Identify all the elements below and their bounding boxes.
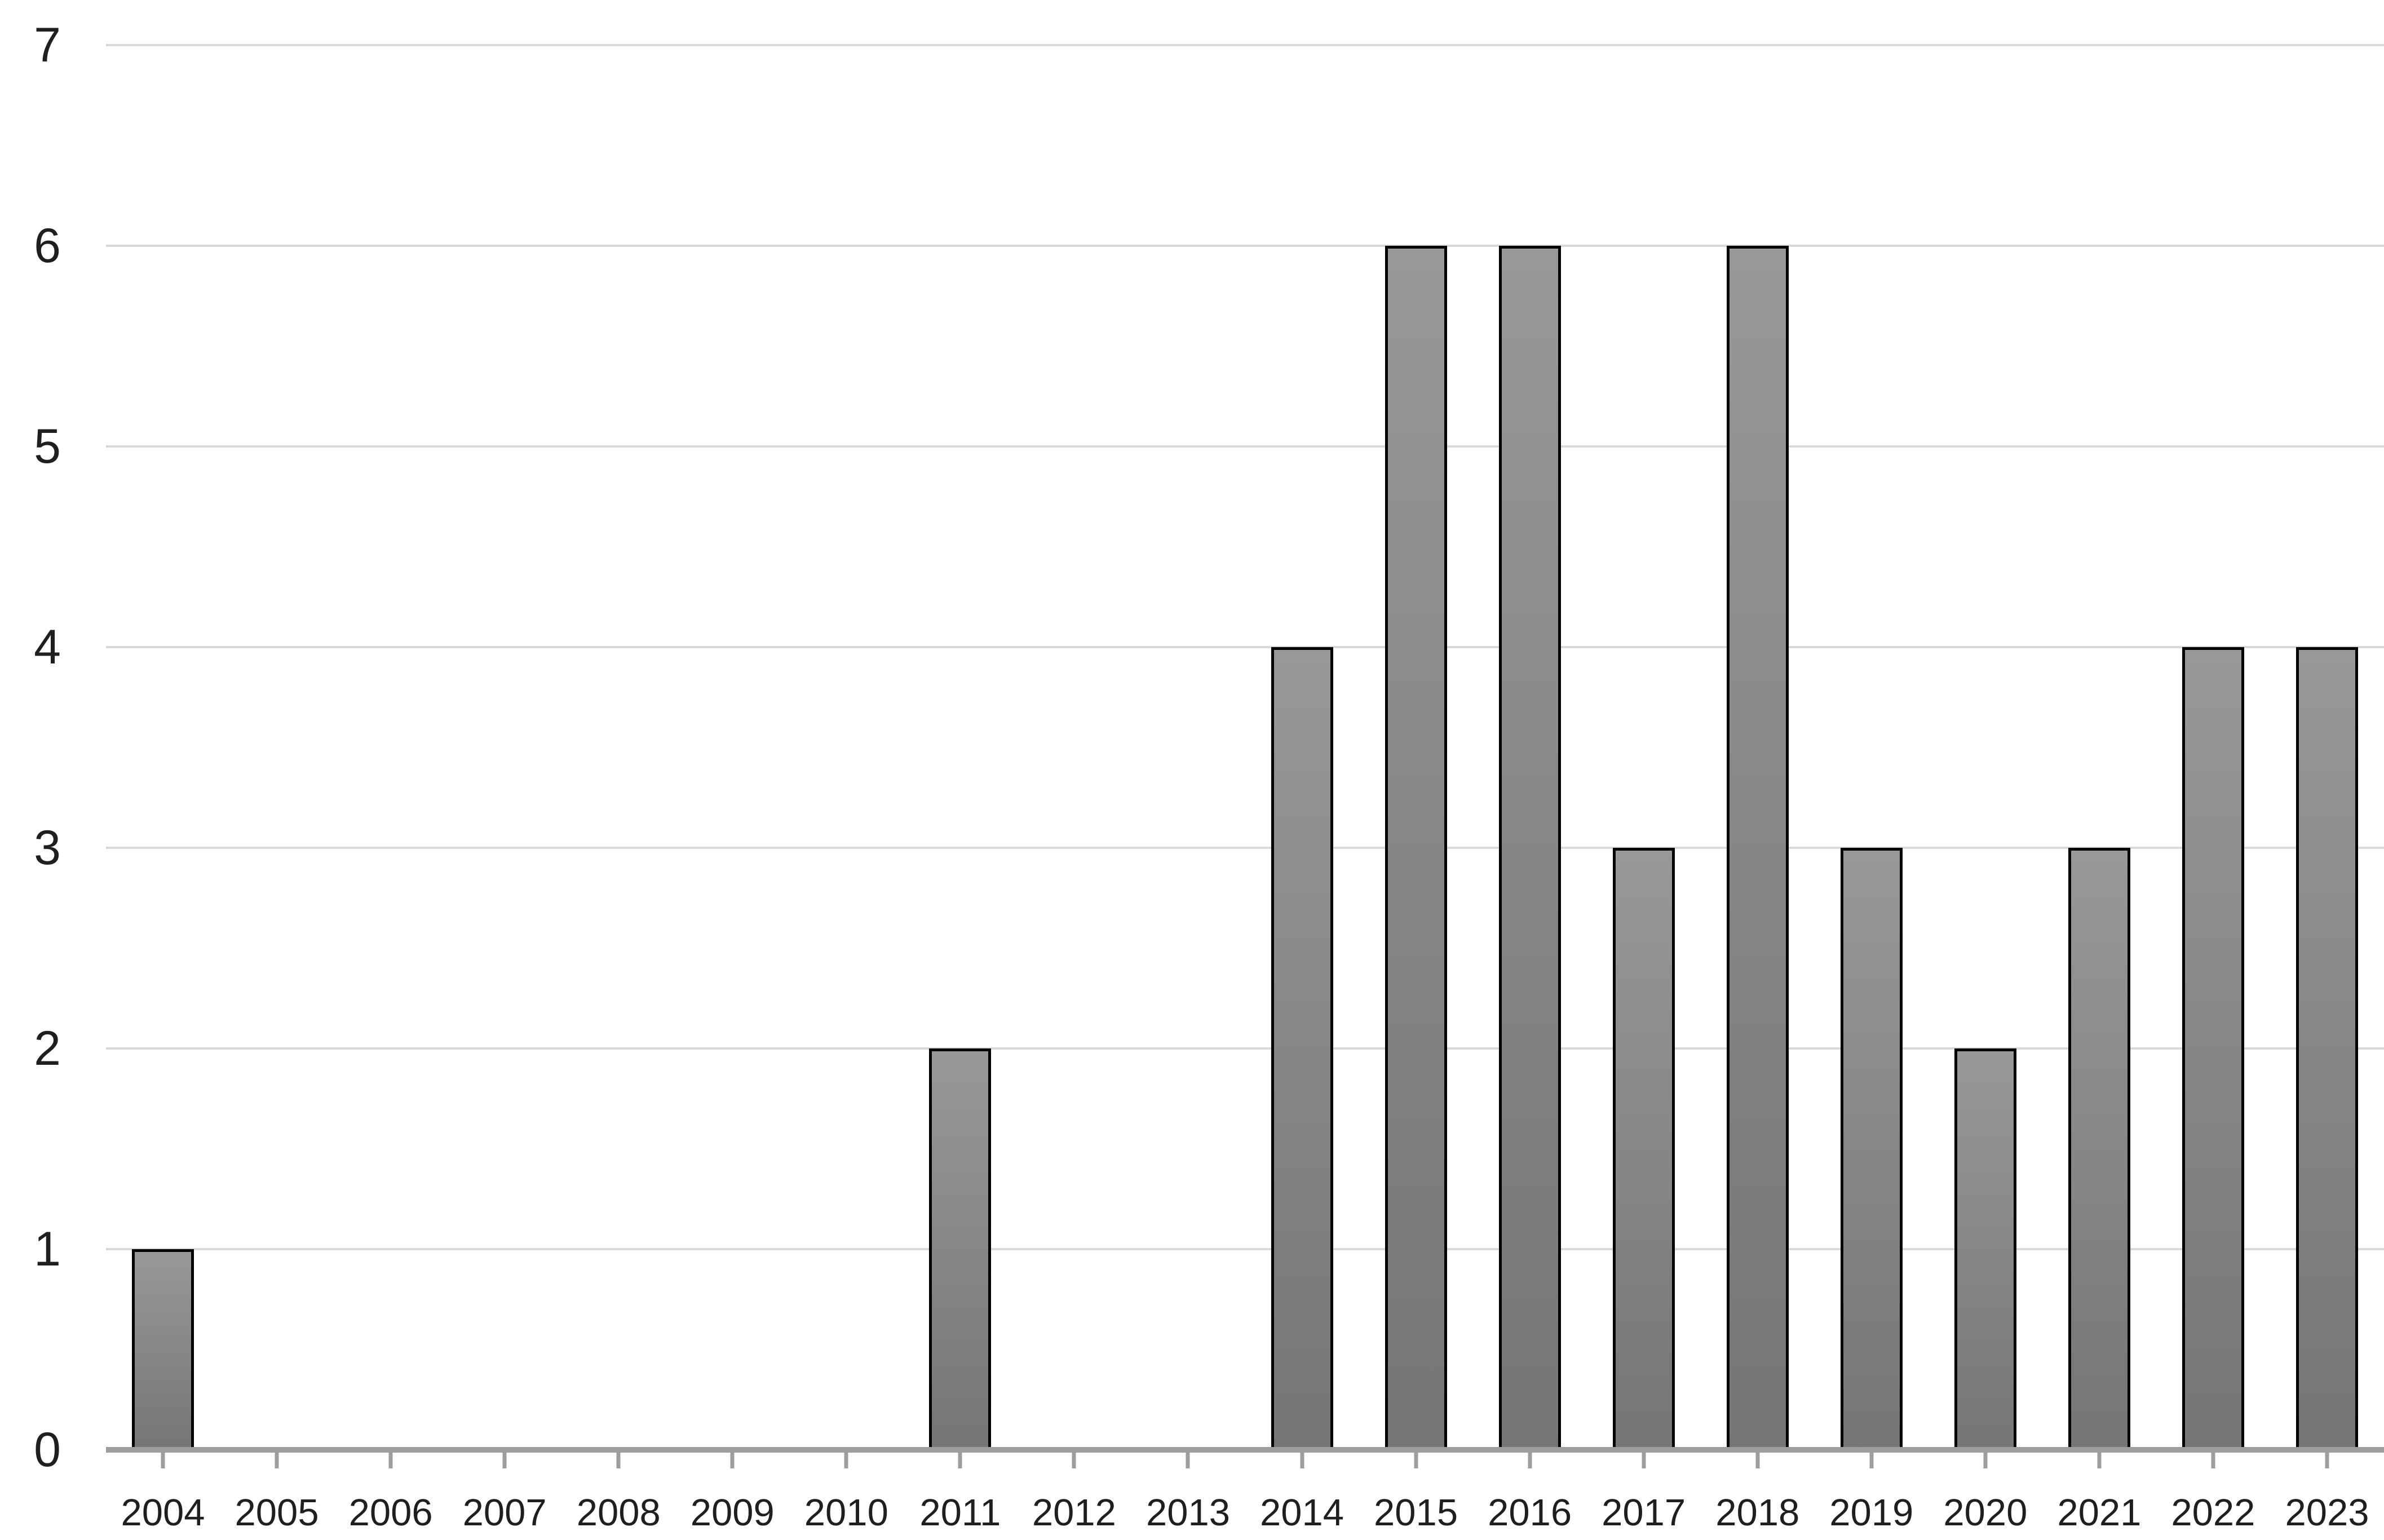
x-axis-tick-2019 <box>1869 1453 1874 1468</box>
x-axis-label-2008: 2008 <box>576 1492 661 1534</box>
y-axis-label-2: 2 <box>34 1021 61 1076</box>
x-axis-label-2020: 2020 <box>1943 1492 2028 1534</box>
x-axis-tick-2006 <box>388 1453 393 1468</box>
bar-2022 <box>2182 647 2244 1450</box>
y-axis-label-0: 0 <box>34 1423 61 1477</box>
bar-2019 <box>1840 848 1903 1450</box>
x-axis-tick-2010 <box>844 1453 848 1468</box>
gridline-4 <box>106 646 2384 649</box>
bar-2021 <box>2068 848 2130 1450</box>
x-axis-label-2014: 2014 <box>1259 1492 1344 1534</box>
y-axis-label-4: 4 <box>34 620 61 674</box>
x-axis-tick-2018 <box>1755 1453 1760 1468</box>
bar-2017 <box>1612 848 1675 1450</box>
x-axis-label-2006: 2006 <box>348 1492 433 1534</box>
x-axis-label-2015: 2015 <box>1374 1492 1458 1534</box>
x-axis-label-2005: 2005 <box>235 1492 319 1534</box>
x-axis-label-2004: 2004 <box>121 1492 205 1534</box>
x-axis-label-2022: 2022 <box>2171 1492 2255 1534</box>
bar-2023 <box>2295 647 2358 1450</box>
x-axis-tick-2014 <box>1300 1453 1304 1468</box>
y-axis-label-1: 1 <box>34 1222 61 1276</box>
x-axis-tick-2023 <box>2325 1453 2329 1468</box>
x-axis-label-2011: 2011 <box>919 1492 1001 1534</box>
gridline-7 <box>106 44 2384 46</box>
bar-2004 <box>132 1249 194 1450</box>
bar-2014 <box>1271 647 1333 1450</box>
bar-2020 <box>1954 1048 2016 1450</box>
x-axis-tick-2005 <box>275 1453 279 1468</box>
x-axis-tick-2013 <box>1186 1453 1190 1468</box>
x-axis-tick-2016 <box>1528 1453 1532 1468</box>
x-axis-label-2010: 2010 <box>804 1492 888 1534</box>
y-axis-label-3: 3 <box>34 821 61 875</box>
x-axis-label-2019: 2019 <box>1829 1492 1914 1534</box>
bar-2016 <box>1498 246 1561 1450</box>
x-axis-tick-2012 <box>1072 1453 1076 1468</box>
y-axis: 0 1 2 3 4 5 6 7 <box>0 18 61 1477</box>
x-axis-tick-2015 <box>1414 1453 1418 1468</box>
x-axis-label-2016: 2016 <box>1488 1492 1572 1534</box>
x-axis-tick-2009 <box>730 1453 735 1468</box>
x-axis-tick-2011 <box>958 1453 962 1468</box>
x-axis-tick-2007 <box>502 1453 507 1468</box>
x-axis-tick-2020 <box>1983 1453 1988 1468</box>
gridline-5 <box>106 445 2384 448</box>
y-axis-label-5: 5 <box>34 419 61 473</box>
x-axis-tick-2004 <box>161 1453 165 1468</box>
x-axis-label-2007: 2007 <box>462 1492 547 1534</box>
x-axis-label-2018: 2018 <box>1715 1492 1800 1534</box>
bar-2011 <box>929 1048 992 1450</box>
x-axis-label-2021: 2021 <box>2057 1492 2142 1534</box>
x-axis-tick-2017 <box>1642 1453 1646 1468</box>
x-axis-ticks <box>106 1453 2384 1470</box>
x-axis: 2004 2005 2006 2007 2008 2009 2010 2011 2012 2013… <box>106 1486 2384 1540</box>
gridline-6 <box>106 245 2384 247</box>
x-axis-label-2023: 2023 <box>2285 1492 2369 1534</box>
x-axis-tick-2022 <box>2211 1453 2215 1468</box>
y-axis-label-6: 6 <box>34 219 61 273</box>
gridline-2 <box>106 1047 2384 1050</box>
bar-2018 <box>1726 246 1789 1450</box>
gridline-3 <box>106 847 2384 849</box>
x-axis-label-2013: 2013 <box>1145 1492 1230 1534</box>
bar-2015 <box>1385 246 1447 1450</box>
x-axis-label-2009: 2009 <box>690 1492 775 1534</box>
plot-area <box>106 44 2384 1450</box>
x-axis-line <box>106 1447 2384 1453</box>
x-axis-tick-2021 <box>2097 1453 2102 1468</box>
y-axis-label-7: 7 <box>34 18 61 72</box>
x-axis-label-2012: 2012 <box>1032 1492 1116 1534</box>
x-axis-label-2017: 2017 <box>1602 1492 1686 1534</box>
gridline-1 <box>106 1248 2384 1251</box>
x-axis-tick-2008 <box>616 1453 621 1468</box>
